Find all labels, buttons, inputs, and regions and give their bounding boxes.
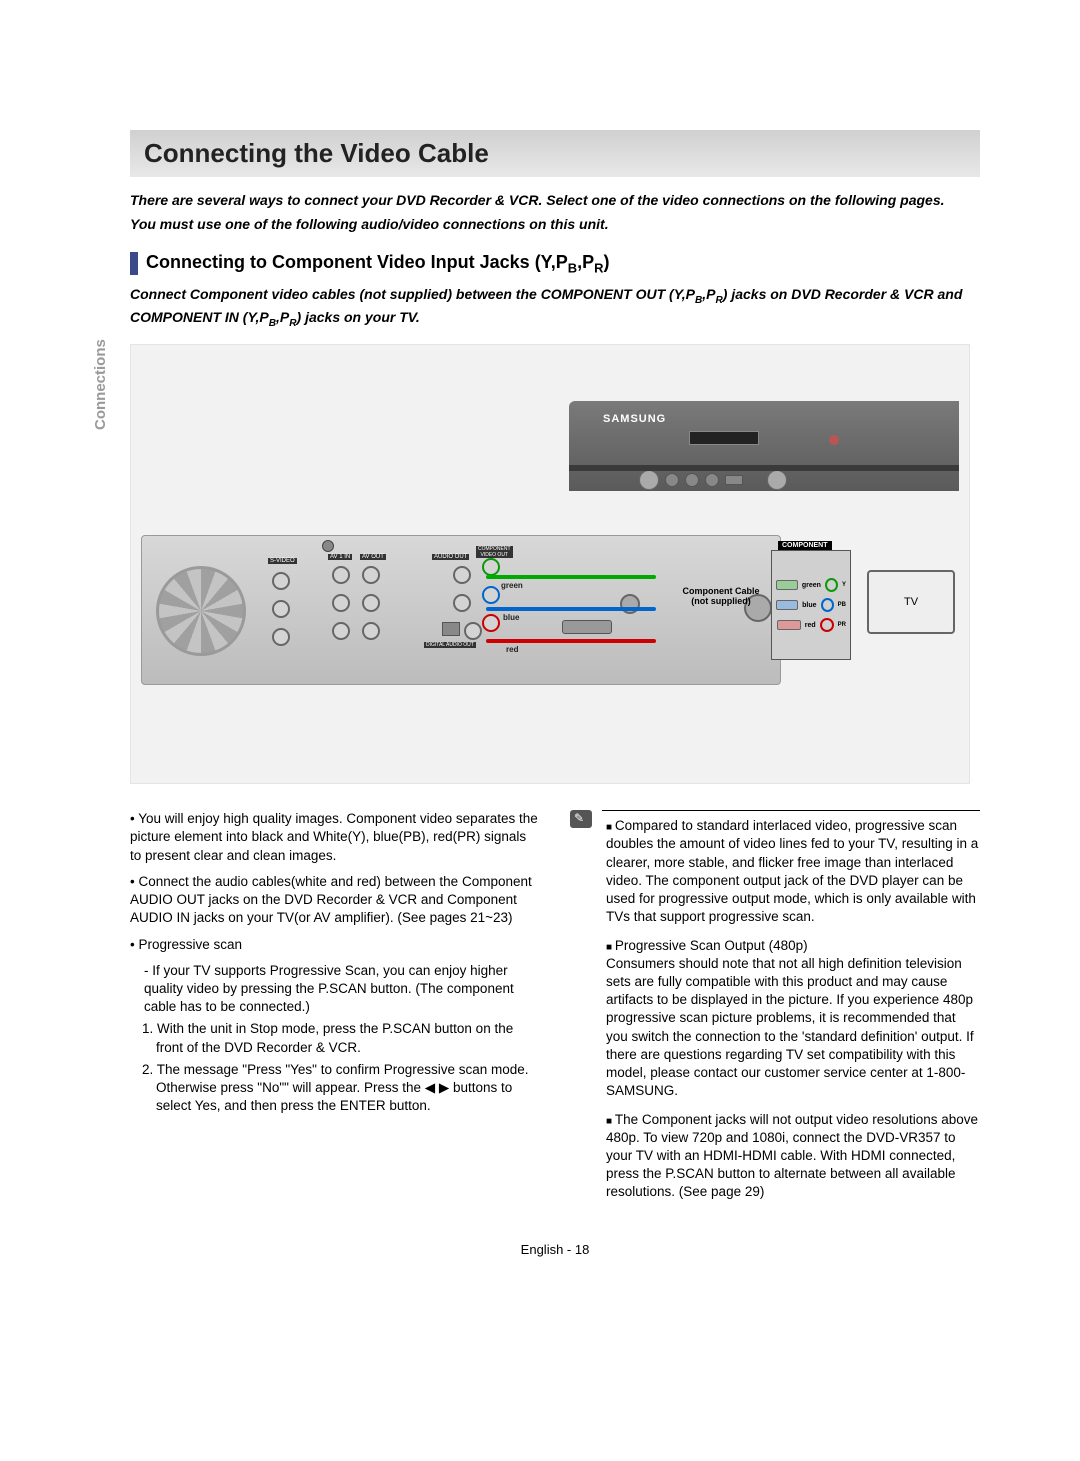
subhead-text: Connecting to Component Video Input Jack… bbox=[146, 252, 568, 272]
si-r: R bbox=[716, 295, 723, 306]
power-led bbox=[829, 435, 839, 445]
jack-col-component bbox=[482, 558, 500, 632]
note-2: Progressive Scan Output (480p) Consumers… bbox=[602, 937, 980, 1101]
cable-green bbox=[486, 575, 656, 579]
left-column: You will enjoy high quality images. Comp… bbox=[130, 810, 540, 1211]
cable-label-green: green bbox=[501, 581, 523, 590]
dvd-front-unit: SAMSUNG bbox=[569, 401, 959, 491]
left-bullet-3: Progressive scan bbox=[130, 936, 540, 954]
tv-label-blue: blue bbox=[802, 602, 816, 609]
cable-blue bbox=[486, 607, 656, 611]
brand-label: SAMSUNG bbox=[603, 413, 666, 425]
subhead-sub-b: B bbox=[568, 260, 577, 275]
body-columns: You will enjoy high quality images. Comp… bbox=[130, 810, 980, 1211]
si-b: B bbox=[695, 295, 702, 306]
tv-y: Y bbox=[842, 582, 846, 588]
display-panel bbox=[689, 431, 759, 445]
tv-component-panel: COMPONENT green Y blue PB red PR bbox=[771, 550, 851, 660]
page-title: Connecting the Video Cable bbox=[130, 130, 980, 177]
cable-caption-1: Component Cable bbox=[682, 586, 759, 596]
top-screw bbox=[322, 540, 334, 552]
jack-col-av2 bbox=[362, 566, 380, 640]
cable-caption: Component Cable (not supplied) bbox=[671, 587, 771, 607]
section-intro: Connect Component video cables (not supp… bbox=[130, 285, 980, 330]
vent-small bbox=[620, 594, 640, 614]
jack-col-audio bbox=[442, 566, 482, 640]
left-step-1: 1. With the unit in Stop mode, press the… bbox=[130, 1020, 540, 1056]
page-footer: English - 18 bbox=[130, 1242, 980, 1257]
page: Connecting the Video Cable There are sev… bbox=[0, 0, 1080, 1297]
si-r2: R bbox=[289, 318, 296, 329]
left-sub-a: - If your TV supports Progressive Scan, … bbox=[130, 962, 540, 1017]
note-2-body: Consumers should note that not all high … bbox=[606, 956, 974, 1099]
subintro-c: ) jacks on your TV. bbox=[297, 309, 420, 325]
tv-label-green: green bbox=[802, 582, 821, 589]
si-b2: B bbox=[269, 318, 276, 329]
intro-line-2: You must use one of the following audio/… bbox=[130, 216, 980, 232]
side-tab: Connections bbox=[92, 339, 109, 430]
jack-col-1 bbox=[272, 572, 290, 646]
cable-caption-2: (not supplied) bbox=[691, 596, 751, 606]
tv-pb: PB bbox=[838, 602, 846, 608]
note-1: Compared to standard interlaced video, p… bbox=[602, 817, 980, 926]
connection-diagram: SAMSUNG bbox=[130, 344, 970, 784]
cable-label-red: red bbox=[506, 645, 518, 654]
note-3: The Component jacks will not output vide… bbox=[602, 1111, 980, 1202]
left-bullet-2: Connect the audio cables(white and red) … bbox=[130, 873, 540, 928]
note-2-title: Progressive Scan Output (480p) bbox=[615, 938, 808, 953]
tv-label-red: red bbox=[805, 622, 816, 629]
intro-line-1: There are several ways to connect your D… bbox=[130, 191, 980, 210]
subhead-mid: ,P bbox=[577, 252, 594, 272]
fan-icon bbox=[156, 566, 246, 656]
component-header: COMPONENT bbox=[778, 541, 832, 550]
subintro-a: Connect Component video cables (not supp… bbox=[130, 286, 695, 302]
left-step-2: 2. The message "Press "Yes" to confirm P… bbox=[130, 1061, 540, 1116]
left-bullet-1: You will enjoy high quality images. Comp… bbox=[130, 810, 540, 865]
hdmi-port bbox=[562, 620, 612, 634]
right-column: Compared to standard interlaced video, p… bbox=[570, 810, 980, 1211]
note-icon bbox=[570, 810, 592, 828]
jack-col-av1 bbox=[332, 566, 350, 640]
section-heading: Connecting to Component Video Input Jack… bbox=[130, 252, 980, 276]
tv-icon: TV bbox=[867, 570, 955, 634]
subhead-end: ) bbox=[603, 252, 609, 272]
cable-red bbox=[486, 639, 656, 643]
tv-pr: PR bbox=[838, 622, 846, 628]
cable-label-blue: blue bbox=[503, 613, 519, 622]
dvd-rear-panel: S-VIDEO AV 1 IN AV OUT AUDIO OUT COMPONE… bbox=[141, 535, 781, 685]
front-buttons bbox=[639, 473, 787, 490]
